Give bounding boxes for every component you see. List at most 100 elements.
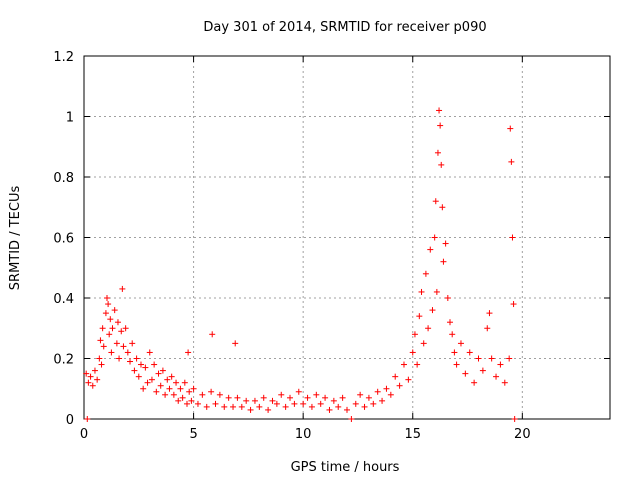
- data-point: [326, 406, 333, 413]
- data-point: [84, 416, 91, 422]
- data-point: [168, 373, 175, 380]
- data-point: [185, 349, 192, 356]
- data-point: [243, 397, 250, 404]
- data-point: [184, 400, 191, 407]
- y-tick-label: 0: [66, 413, 74, 428]
- data-point: [119, 285, 126, 292]
- data-point: [365, 394, 372, 401]
- data-point: [405, 376, 412, 383]
- data-point: [510, 301, 517, 308]
- data-point: [137, 361, 144, 368]
- data-point: [114, 319, 121, 326]
- data-point: [317, 400, 324, 407]
- data-point: [440, 258, 447, 265]
- data-point: [120, 343, 127, 350]
- data-point: [511, 416, 518, 422]
- data-point: [203, 403, 210, 410]
- data-point: [232, 340, 239, 347]
- data-point: [400, 361, 407, 368]
- data-point: [300, 400, 307, 407]
- data-point: [166, 385, 173, 392]
- data-point: [107, 316, 114, 323]
- data-point: [383, 385, 390, 392]
- data-point: [124, 349, 131, 356]
- data-point: [479, 367, 486, 374]
- y-axis-label: SRMTID / TECUs: [8, 186, 23, 291]
- data-point: [190, 385, 197, 392]
- x-tick-label: 15: [404, 427, 421, 442]
- y-tick-label: 0.8: [53, 171, 74, 186]
- plot-frame: [83, 55, 611, 420]
- data-point: [330, 397, 337, 404]
- data-point: [104, 295, 111, 301]
- data-point: [434, 149, 441, 156]
- data-point: [234, 394, 241, 401]
- data-point: [429, 307, 436, 314]
- data-point: [96, 355, 103, 362]
- data-point: [438, 161, 445, 168]
- data-point: [420, 340, 427, 347]
- data-point: [122, 325, 129, 332]
- data-point: [344, 406, 350, 413]
- data-point: [439, 204, 446, 211]
- data-point: [370, 400, 377, 407]
- grid-lines: [84, 56, 610, 419]
- data-point: [221, 403, 228, 410]
- data-point: [247, 406, 254, 413]
- y-tick-label: 1: [66, 111, 74, 126]
- data-point: [105, 301, 112, 308]
- data-point: [135, 373, 142, 380]
- data-point: [164, 376, 171, 383]
- data-point: [418, 288, 425, 295]
- data-point: [471, 379, 478, 386]
- data-point: [265, 406, 272, 413]
- data-point: [144, 379, 151, 386]
- data-point: [437, 122, 444, 129]
- y-tick-label: 0.2: [53, 353, 74, 368]
- data-point: [387, 391, 394, 398]
- data-point: [188, 397, 195, 404]
- data-point: [427, 246, 434, 253]
- data-point: [208, 388, 215, 395]
- data-point: [493, 373, 500, 380]
- data-point: [287, 394, 294, 401]
- x-tick-label: 20: [514, 427, 531, 442]
- data-point: [436, 107, 443, 114]
- data-point: [260, 394, 267, 401]
- data-point: [173, 379, 180, 386]
- data-point: [118, 328, 125, 335]
- data-point: [462, 370, 469, 377]
- data-point: [453, 361, 460, 368]
- data-point: [225, 394, 232, 401]
- data-point: [230, 403, 237, 410]
- data-point: [392, 373, 399, 380]
- data-point: [444, 295, 451, 301]
- data-point: [151, 361, 158, 368]
- data-point: [488, 355, 495, 362]
- data-point: [416, 313, 423, 320]
- x-tick-label: 10: [295, 427, 312, 442]
- data-point: [486, 310, 493, 317]
- data-point: [457, 340, 464, 347]
- data-point: [396, 382, 403, 389]
- y-axis-ticks: 0 0.2 0.4 0.6 0.8 1 1.2: [53, 50, 610, 428]
- data-point: [251, 397, 258, 404]
- data-point: [278, 391, 285, 398]
- data-point: [466, 349, 473, 356]
- data-point: [181, 379, 188, 386]
- data-point: [155, 370, 162, 377]
- data-point: [170, 391, 177, 398]
- data-point: [159, 367, 166, 374]
- data-point: [186, 388, 193, 395]
- data-point: [109, 325, 116, 332]
- data-point: [157, 382, 164, 389]
- data-point: [129, 340, 136, 347]
- data-point: [475, 355, 482, 362]
- data-point: [177, 385, 184, 392]
- data-point: [497, 361, 504, 368]
- y-tick-label: 0.4: [53, 292, 74, 307]
- data-point: [127, 358, 134, 365]
- data-point: [199, 391, 206, 398]
- data-point: [379, 397, 386, 404]
